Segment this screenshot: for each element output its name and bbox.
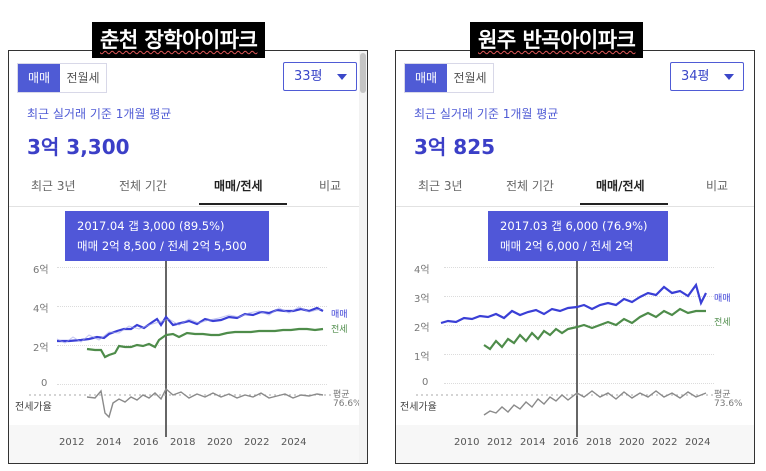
area-select-value: 34평 — [681, 69, 710, 84]
gridline — [444, 383, 714, 384]
legend-jeonse: 전세 — [714, 318, 731, 328]
tab-recent-3y[interactable]: 최근 3년 — [31, 179, 76, 193]
chevron-down-icon — [337, 74, 347, 80]
x-tick-label: 2024 — [685, 437, 711, 448]
deal-type-toggle: 매매 전월세 — [404, 63, 494, 93]
period-tabs: 최근 3년 전체 기간 매매/전세 비교 — [396, 169, 754, 205]
tab-all-period[interactable]: 전체 기간 — [506, 179, 554, 193]
tab-compare[interactable]: 비교 — [706, 179, 729, 193]
y-tick-label: 3억 — [414, 294, 430, 305]
jeonse-price-line — [483, 307, 706, 351]
y-tick-label: 0 — [41, 378, 48, 389]
tab-sale-jeonse[interactable]: 매매/전세 — [214, 179, 263, 193]
x-tick-label: 2020 — [619, 437, 645, 448]
x-tick-label: 2014 — [96, 437, 122, 448]
jeonse-price-line — [86, 327, 324, 359]
tab-rent[interactable]: 전월세 — [60, 64, 106, 92]
sale-price-line — [440, 282, 707, 325]
deal-type-toggle: 매매 전월세 — [17, 63, 107, 93]
tab-rent[interactable]: 전월세 — [447, 64, 493, 92]
avg-price-caption: 최근 실거래 기준 1개월 평균 — [27, 107, 172, 121]
y-tick-label: 2억 — [33, 343, 49, 354]
ratio-avg-value: 76.6% — [333, 399, 362, 409]
x-tick-label: 2020 — [207, 437, 233, 448]
sale-price-line — [57, 306, 324, 343]
x-axis-band — [9, 425, 367, 463]
ratio-avg-value: 73.6% — [714, 399, 743, 409]
gridline — [444, 267, 714, 268]
tooltip-prices: 매매 2억 6,000 / 전세 2억 — [500, 239, 634, 253]
active-tab-indicator — [199, 203, 287, 205]
tooltip-gap: 2017.03 갭 6,000 (76.9%) — [500, 219, 648, 233]
area-select[interactable]: 34평 — [670, 62, 744, 91]
x-tick-label: 2016 — [133, 437, 159, 448]
tab-sale[interactable]: 매매 — [18, 64, 60, 92]
ratio-avg-label: 평균 — [333, 390, 350, 400]
hover-tooltip: 2017.04 갭 3,000 (89.5%) 매매 2억 8,500 / 전세… — [65, 211, 269, 261]
scrollbar[interactable] — [359, 51, 367, 463]
y-tick-label: 0 — [422, 377, 429, 388]
avg-price-value: 3억 3,300 — [27, 135, 130, 159]
x-tick-label: 2012 — [59, 437, 85, 448]
scrollbar-thumb[interactable] — [360, 53, 366, 93]
gridline — [57, 267, 327, 268]
gridline — [444, 296, 714, 297]
avg-price-value: 3억 825 — [414, 135, 496, 159]
legend-sale: 매매 — [331, 310, 348, 320]
x-tick-label: 2018 — [170, 437, 196, 448]
chevron-down-icon — [724, 74, 734, 80]
gridline — [57, 345, 327, 346]
x-tick-label: 2018 — [586, 437, 612, 448]
area-select-value: 33평 — [294, 69, 323, 84]
tooltip-prices: 매매 2억 8,500 / 전세 2억 5,500 — [77, 239, 247, 253]
price-panel-right: 매매 전월세 34평 최근 실거래 기준 1개월 평균 3억 825 최근 3년… — [395, 50, 755, 464]
x-tick-label: 2022 — [652, 437, 678, 448]
tab-sale[interactable]: 매매 — [405, 64, 447, 92]
complex-title-chuncheon: 춘천 장학아이파크 — [92, 22, 266, 58]
area-select[interactable]: 33평 — [283, 62, 357, 91]
y-tick-label: 2억 — [414, 323, 430, 334]
y-tick-label: 6억 — [33, 265, 49, 276]
ratio-avg-label: 평균 — [714, 390, 731, 400]
x-tick-label: 2024 — [281, 437, 307, 448]
active-tab-indicator — [580, 203, 668, 205]
tooltip-gap: 2017.04 갭 3,000 (89.5%) — [77, 219, 225, 233]
legend-sale: 매매 — [714, 294, 731, 304]
sale-point-markers — [56, 306, 322, 344]
gridline — [444, 354, 714, 355]
price-chart[interactable]: 4억 3억 2억 1억 0 2017.03 갭 6,000 (76.9%) 매매… — [396, 207, 754, 463]
y-tick-label: 1억 — [414, 352, 430, 363]
chart-lines — [29, 251, 339, 437]
complex-title-wonju: 원주 반곡아이파크 — [470, 22, 644, 58]
hover-tooltip: 2017.03 갭 6,000 (76.9%) 매매 2억 6,000 / 전세… — [488, 211, 668, 261]
x-tick-label: 2012 — [487, 437, 513, 448]
tab-compare[interactable]: 비교 — [319, 179, 342, 193]
x-tick-label: 2014 — [520, 437, 546, 448]
ratio-axis-label: 전세가율 — [15, 402, 52, 413]
tabs-divider — [396, 206, 754, 207]
gridline — [57, 306, 327, 307]
price-panel-left: 매매 전월세 33평 최근 실거래 기준 1개월 평균 3억 3,300 최근 … — [8, 50, 368, 464]
x-tick-label: 2022 — [244, 437, 270, 448]
tab-all-period[interactable]: 전체 기간 — [119, 179, 167, 193]
avg-price-caption: 최근 실거래 기준 1개월 평균 — [414, 107, 559, 121]
gridline — [57, 384, 327, 385]
x-tick-label: 2016 — [553, 437, 579, 448]
x-tick-label: 2010 — [454, 437, 480, 448]
tab-recent-3y[interactable]: 최근 3년 — [418, 179, 463, 193]
y-tick-label: 4억 — [414, 265, 430, 276]
jeonse-ratio-line — [86, 387, 324, 419]
x-axis-band — [396, 425, 754, 463]
price-chart[interactable]: 6억 4억 2억 0 2017.04 갭 3,000 (89.5%) 매매 2억… — [9, 207, 367, 463]
chart-lines — [416, 251, 716, 437]
y-tick-label: 4억 — [33, 304, 49, 315]
ratio-axis-label: 전세가율 — [400, 402, 437, 413]
tabs-divider — [9, 206, 367, 207]
jeonse-ratio-line — [483, 390, 707, 416]
period-tabs: 최근 3년 전체 기간 매매/전세 비교 — [9, 169, 367, 205]
legend-jeonse: 전세 — [331, 325, 348, 335]
tab-sale-jeonse[interactable]: 매매/전세 — [596, 179, 645, 193]
